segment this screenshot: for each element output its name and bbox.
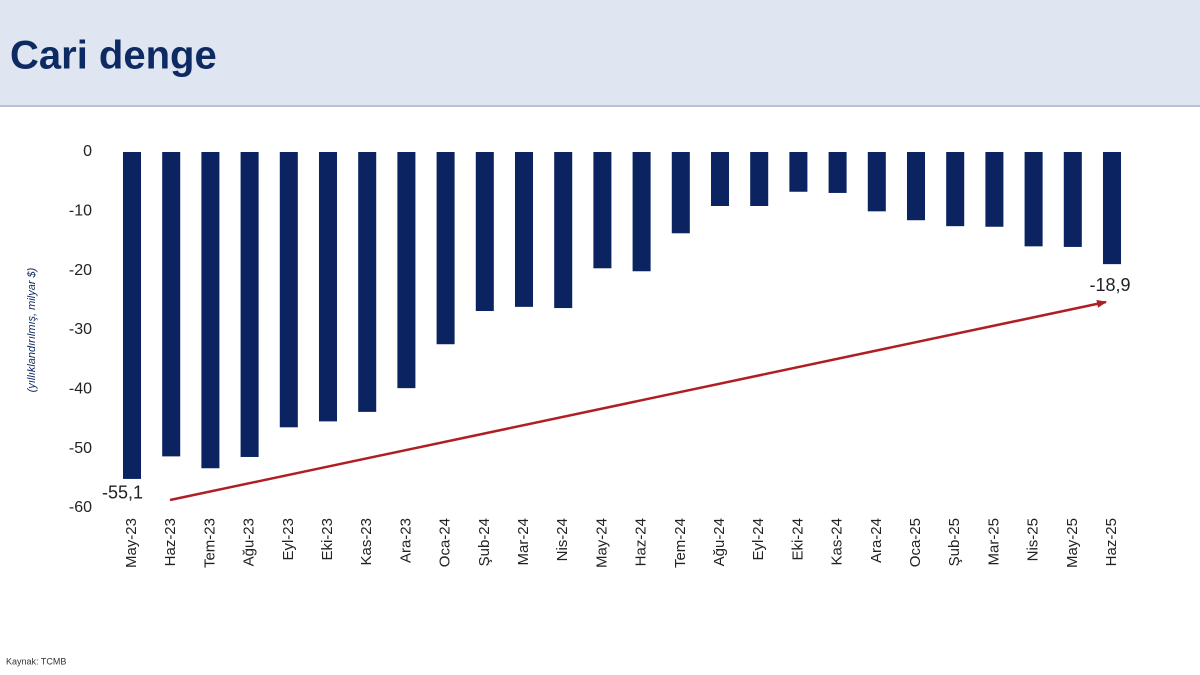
bar xyxy=(789,152,808,192)
source-note: Kaynak: TCMB xyxy=(6,656,66,666)
bar xyxy=(1102,152,1122,265)
y-tick-label: -30 xyxy=(69,321,92,338)
bar xyxy=(946,152,965,227)
bar xyxy=(906,152,926,221)
bar xyxy=(201,152,220,469)
x-tick-label: Eki-24 xyxy=(789,518,806,561)
x-tick-label: Eyl-23 xyxy=(280,518,297,561)
x-tick-label: Haz-23 xyxy=(162,518,179,566)
bar xyxy=(397,152,416,389)
x-tick-label: Tem-23 xyxy=(201,518,218,568)
bar xyxy=(671,152,690,234)
bar xyxy=(1024,152,1043,247)
x-tick-label: Mar-25 xyxy=(985,518,1002,566)
bar xyxy=(436,152,455,345)
x-tick-label: Kas-23 xyxy=(358,518,375,566)
y-tick-label: 0 xyxy=(83,143,92,160)
x-tick-label: Oca-24 xyxy=(437,518,454,567)
x-tick-label: May-24 xyxy=(593,518,610,568)
x-tick-label: Oca-25 xyxy=(907,518,924,567)
x-tick-label: Haz-24 xyxy=(633,518,650,566)
x-tick-label: Ara-23 xyxy=(397,518,414,563)
bar xyxy=(318,152,338,422)
bar xyxy=(750,152,769,206)
bar xyxy=(867,152,886,212)
x-tick-label: Mar-24 xyxy=(515,518,532,566)
value-label: -18,9 xyxy=(1089,275,1130,295)
bar xyxy=(240,152,259,457)
bar xyxy=(828,152,847,193)
x-tick-label: Nis-24 xyxy=(554,518,571,561)
chart-title: Cari denge xyxy=(10,34,217,78)
bar xyxy=(632,152,651,272)
x-tick-label: Eyl-24 xyxy=(750,518,767,561)
bar xyxy=(475,152,494,312)
x-tick-label: Şub-24 xyxy=(476,518,493,566)
x-tick-label: Ara-24 xyxy=(868,518,885,563)
x-tick-label: Ağu-23 xyxy=(241,518,258,566)
bar xyxy=(593,152,612,269)
y-tick-label: -20 xyxy=(69,262,92,279)
x-tick-label: May-25 xyxy=(1064,518,1081,568)
bar xyxy=(1063,152,1082,247)
y-tick-label: -10 xyxy=(69,203,92,220)
x-tick-label: Ağu-24 xyxy=(711,518,728,566)
x-tick-label: May-23 xyxy=(123,518,140,568)
x-tick-label: Haz-25 xyxy=(1103,518,1120,566)
bar xyxy=(985,152,1004,227)
bar xyxy=(162,152,181,457)
bar xyxy=(358,152,377,412)
value-label: -55,1 xyxy=(102,483,143,503)
bar xyxy=(514,152,534,307)
x-tick-label: Nis-25 xyxy=(1025,518,1042,561)
bar xyxy=(122,152,142,479)
y-tick-label: -60 xyxy=(69,499,92,516)
x-tick-label: Tem-24 xyxy=(672,518,689,568)
y-axis-label: (yıllıklandırılmış, milyar $) xyxy=(26,267,38,392)
trend-arrow xyxy=(169,299,1107,502)
y-tick-label: -40 xyxy=(69,381,92,398)
y-tick-label: -50 xyxy=(69,440,92,457)
x-tick-label: Kas-24 xyxy=(829,518,846,566)
bar xyxy=(710,152,730,206)
x-tick-label: Şub-25 xyxy=(946,518,963,566)
bar xyxy=(279,152,298,428)
x-tick-label: Eki-23 xyxy=(319,518,336,561)
header-band xyxy=(0,0,1200,106)
bar xyxy=(554,152,573,309)
